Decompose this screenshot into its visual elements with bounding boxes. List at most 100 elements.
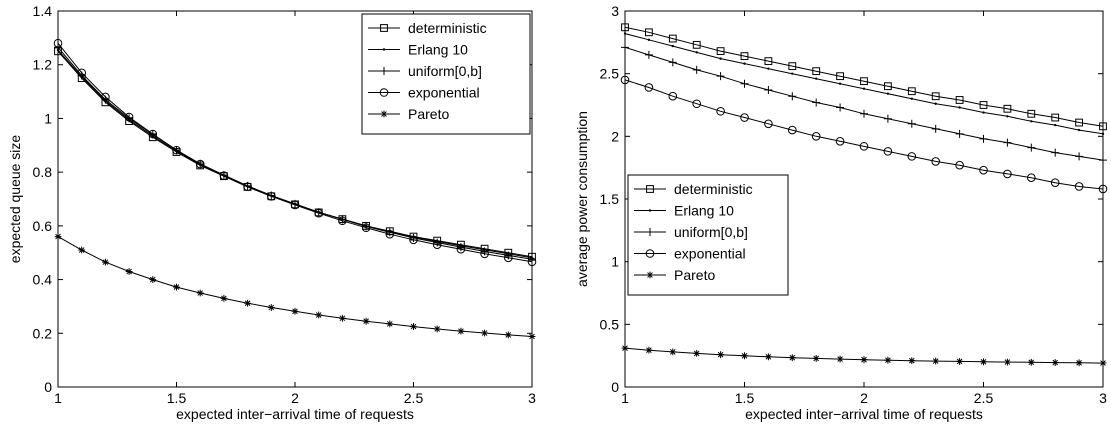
legend-entry: uniform[0,b] bbox=[634, 224, 748, 240]
data-point bbox=[339, 314, 346, 322]
data-point bbox=[645, 28, 653, 37]
data-point bbox=[695, 51, 698, 54]
y-tick-label: 0 bbox=[611, 379, 619, 395]
chart-2: 1 1.5 2 2.5 3 0 0.5 1 1.5 2 2.5 3 expected inter−arr… bbox=[574, 3, 1108, 422]
data-point bbox=[362, 317, 370, 325]
data-point bbox=[1051, 359, 1059, 366]
legend: deterministic Erlang 10 uniform[0,b] expone… bbox=[361, 13, 531, 135]
data-point bbox=[361, 223, 371, 233]
x-tick-label: 2.5 bbox=[404, 390, 424, 406]
data-point bbox=[883, 114, 892, 123]
data-point bbox=[668, 91, 678, 101]
y-tick-label: 0 bbox=[44, 379, 52, 395]
data-point bbox=[692, 65, 701, 74]
x-tick-label: 3 bbox=[528, 390, 536, 406]
data-point bbox=[886, 92, 890, 95]
legend-marker bbox=[646, 271, 654, 279]
x-tick-label: 1 bbox=[54, 390, 62, 406]
data-point bbox=[815, 77, 818, 80]
data-point bbox=[740, 52, 749, 61]
legend-label: deterministic bbox=[674, 181, 753, 197]
legend-entry: Erlang 10 bbox=[368, 42, 468, 58]
data-point bbox=[1030, 120, 1033, 123]
data-point bbox=[1099, 122, 1107, 131]
data-point bbox=[859, 142, 869, 151]
data-point bbox=[480, 249, 489, 259]
data-point bbox=[644, 50, 653, 59]
data-point bbox=[764, 57, 773, 66]
data-point bbox=[243, 182, 252, 191]
data-point bbox=[124, 112, 134, 122]
data-point bbox=[1099, 156, 1107, 165]
data-point bbox=[77, 68, 86, 78]
x-tick-label: 2 bbox=[860, 390, 868, 406]
data-point bbox=[219, 171, 229, 180]
legend-label: Pareto bbox=[408, 106, 449, 122]
data-point bbox=[54, 233, 62, 240]
data-point bbox=[811, 132, 821, 141]
data-point bbox=[1003, 104, 1012, 113]
y-tick-label: 1.5 bbox=[600, 191, 620, 207]
data-point bbox=[290, 200, 300, 210]
data-point bbox=[1098, 184, 1108, 194]
series-uniform-0-b- bbox=[621, 43, 1107, 165]
y-axis-label: expected queue size bbox=[7, 135, 23, 264]
data-point bbox=[788, 62, 797, 71]
x-tick-label: 2 bbox=[291, 390, 299, 406]
legend-entry: Pareto bbox=[368, 106, 449, 122]
data-point bbox=[244, 299, 251, 307]
data-point bbox=[669, 348, 677, 356]
y-tick-label: 2.5 bbox=[600, 66, 620, 82]
data-point bbox=[860, 109, 868, 118]
data-point bbox=[148, 129, 158, 139]
data-point bbox=[812, 355, 820, 362]
y-tick-label: 1 bbox=[44, 110, 52, 126]
legend-label: uniform[0,b] bbox=[674, 224, 748, 240]
data-point bbox=[1050, 178, 1060, 188]
data-point bbox=[931, 92, 940, 101]
data-point bbox=[620, 75, 630, 85]
data-point bbox=[740, 79, 749, 88]
data-point bbox=[931, 124, 940, 133]
data-point bbox=[884, 356, 892, 364]
data-point bbox=[767, 67, 770, 70]
data-point bbox=[173, 283, 180, 291]
y-tick-label: 0.2 bbox=[33, 325, 53, 341]
data-point bbox=[338, 216, 347, 226]
series-exponential bbox=[620, 75, 1108, 194]
data-point bbox=[1074, 182, 1084, 191]
data-point bbox=[836, 103, 845, 112]
legend-marker bbox=[646, 228, 654, 236]
legend-entry: uniform[0,b] bbox=[368, 63, 482, 79]
legend-entry: exponential bbox=[634, 246, 746, 262]
data-point bbox=[1077, 128, 1081, 132]
series-line bbox=[624, 79, 1104, 190]
data-point bbox=[1075, 359, 1083, 367]
data-point bbox=[1051, 113, 1060, 122]
series-line bbox=[624, 26, 1104, 127]
legend-label: exponential bbox=[408, 85, 480, 101]
data-point bbox=[644, 83, 654, 92]
y-tick-label: 0.8 bbox=[33, 164, 53, 180]
data-point bbox=[835, 137, 845, 146]
data-point bbox=[692, 99, 702, 109]
data-point bbox=[883, 147, 893, 156]
data-point bbox=[907, 152, 917, 161]
data-point bbox=[743, 62, 746, 65]
data-point bbox=[812, 98, 821, 107]
series-erlang-10 bbox=[623, 32, 1105, 136]
y-tick-label: 0.6 bbox=[33, 218, 53, 234]
data-point bbox=[956, 358, 963, 365]
y-tick-label: 1 bbox=[611, 254, 619, 270]
data-point bbox=[979, 134, 988, 143]
legend: deterministic Erlang 10 uniform[0,b] expone… bbox=[627, 174, 789, 296]
data-point bbox=[764, 119, 773, 129]
data-point bbox=[1099, 359, 1107, 367]
data-point bbox=[291, 307, 299, 315]
data-point bbox=[860, 77, 868, 86]
data-point bbox=[764, 85, 773, 94]
data-point bbox=[410, 323, 417, 330]
data-point bbox=[621, 23, 629, 32]
data-point bbox=[102, 258, 109, 266]
data-point bbox=[717, 351, 724, 359]
